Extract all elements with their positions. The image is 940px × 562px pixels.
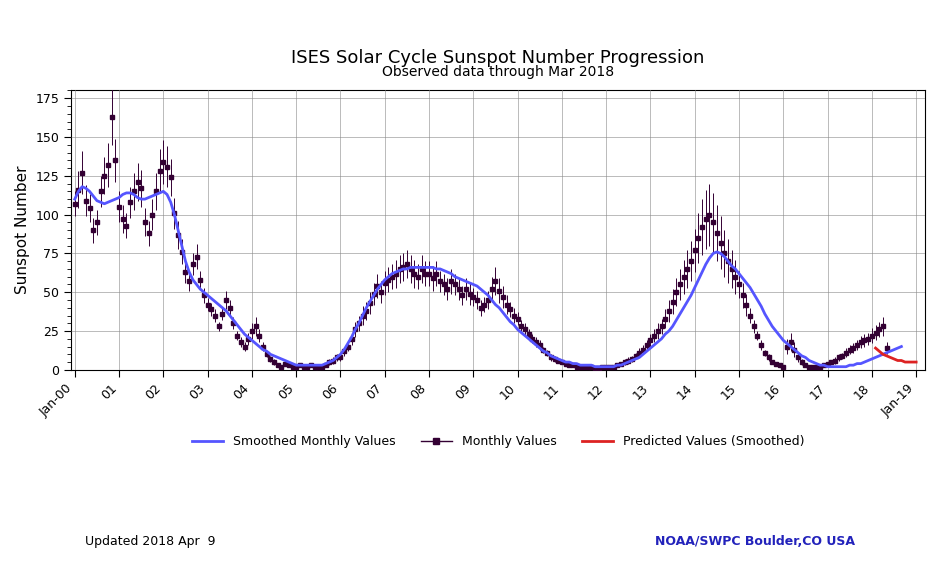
Legend: Smoothed Monthly Values, Monthly Values, Predicted Values (Smoothed): Smoothed Monthly Values, Monthly Values,… — [187, 430, 809, 453]
Predicted Values (Smoothed) — [900, 359, 911, 365]
Predicted Values (Smoothed) — [903, 359, 915, 365]
Smoothed Monthly Values — [733, 270, 744, 277]
Text: Observed data through Mar 2018: Observed data through Mar 2018 — [382, 65, 614, 79]
Smoothed Monthly Values — [243, 334, 254, 341]
Text: NOAA/SWPC Boulder,CO USA: NOAA/SWPC Boulder,CO USA — [655, 535, 855, 548]
Predicted Values (Smoothed) — [892, 357, 903, 364]
Smoothed Monthly Values — [302, 362, 313, 369]
Predicted Values (Smoothed) — [907, 359, 918, 365]
Predicted Values (Smoothed) — [873, 348, 885, 355]
Smoothed Monthly Values — [76, 183, 87, 190]
Smoothed Monthly Values — [652, 338, 664, 345]
Smoothed Monthly Values — [70, 196, 81, 202]
Predicted Values (Smoothed) — [877, 351, 888, 357]
Predicted Values (Smoothed) — [885, 354, 896, 361]
Line: Smoothed Monthly Values: Smoothed Monthly Values — [75, 187, 901, 367]
Predicted Values (Smoothed) — [881, 352, 892, 359]
Predicted Values (Smoothed) — [888, 356, 900, 362]
Y-axis label: Sunspot Number: Sunspot Number — [15, 166, 30, 294]
Text: Updated 2018 Apr  9: Updated 2018 Apr 9 — [85, 535, 215, 548]
Predicted Values (Smoothed) — [870, 345, 881, 351]
Predicted Values (Smoothed) — [896, 357, 907, 364]
Smoothed Monthly Values — [896, 343, 907, 350]
Predicted Values (Smoothed) — [911, 359, 922, 365]
Title: ISES Solar Cycle Sunspot Number Progression: ISES Solar Cycle Sunspot Number Progress… — [291, 49, 705, 67]
Smoothed Monthly Values — [767, 323, 778, 330]
Line: Predicted Values (Smoothed): Predicted Values (Smoothed) — [875, 348, 916, 362]
Smoothed Monthly Values — [589, 364, 601, 370]
Smoothed Monthly Values — [741, 279, 752, 286]
